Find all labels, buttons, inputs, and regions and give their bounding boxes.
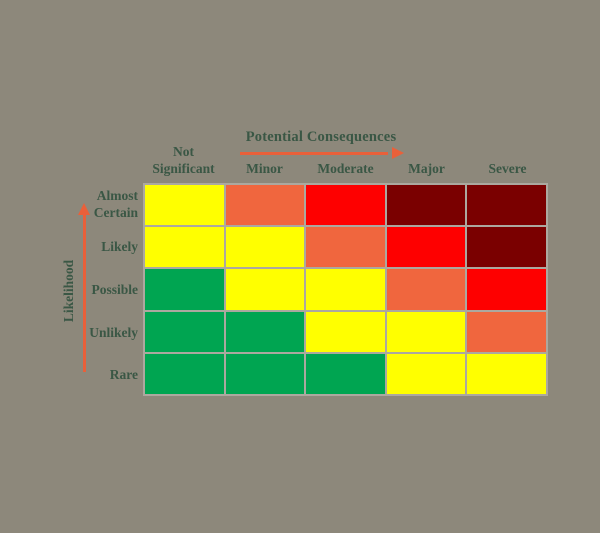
matrix-cell: [225, 185, 305, 226]
risk-matrix-grid: [143, 183, 548, 396]
row-label: Likely: [101, 239, 138, 255]
matrix-cell: [467, 311, 546, 352]
y-axis-arrow-shaft: [83, 215, 86, 372]
matrix-cell: [145, 227, 224, 268]
matrix-cell: [306, 227, 385, 268]
matrix-cell: [306, 311, 385, 352]
matrix-cell: [145, 311, 224, 352]
matrix-cell: [467, 185, 546, 226]
row-label: Almost Certain: [93, 188, 138, 221]
matrix-cell: [225, 269, 305, 310]
column-header: Moderate: [317, 161, 374, 176]
row-label: Rare: [109, 367, 138, 383]
x-axis-title: Potential Consequences: [245, 129, 397, 145]
row-label: Possible: [91, 281, 138, 297]
matrix-cell: [225, 311, 305, 352]
matrix-cell: [386, 185, 466, 226]
matrix-cell: [467, 353, 546, 394]
matrix-cell: [386, 353, 466, 394]
column-header: Not Significant: [152, 144, 215, 176]
matrix-cell: [467, 227, 546, 268]
y-axis-title: Likelihood: [61, 259, 76, 323]
matrix-cell: [386, 311, 466, 352]
matrix-cell: [145, 269, 224, 310]
column-headers: Not Significant Minor Moderate Major Severe: [143, 142, 548, 180]
matrix-cell: [306, 185, 385, 226]
matrix-cell: [145, 353, 224, 394]
y-axis-arrow-head: [78, 203, 90, 215]
matrix-cell: [225, 227, 305, 268]
matrix-cell: [225, 353, 305, 394]
matrix-cell: [306, 353, 385, 394]
matrix-cell: [386, 227, 466, 268]
x-axis-right-arrow-icon: [240, 147, 404, 159]
x-axis-arrow-shaft: [240, 152, 388, 155]
matrix-cell: [306, 269, 385, 310]
matrix-cell: [467, 269, 546, 310]
x-axis-arrow-head: [392, 147, 404, 159]
row-label: Unlikely: [89, 324, 138, 340]
column-header: Minor: [246, 161, 283, 176]
y-axis-up-arrow-icon: [78, 203, 90, 372]
matrix-cell: [145, 185, 224, 226]
column-header: Major: [408, 161, 445, 176]
row-labels: Almost Certain Likely Possible Unlikely Rare: [80, 183, 138, 396]
matrix-cell: [386, 269, 466, 310]
column-header: Severe: [488, 161, 527, 176]
